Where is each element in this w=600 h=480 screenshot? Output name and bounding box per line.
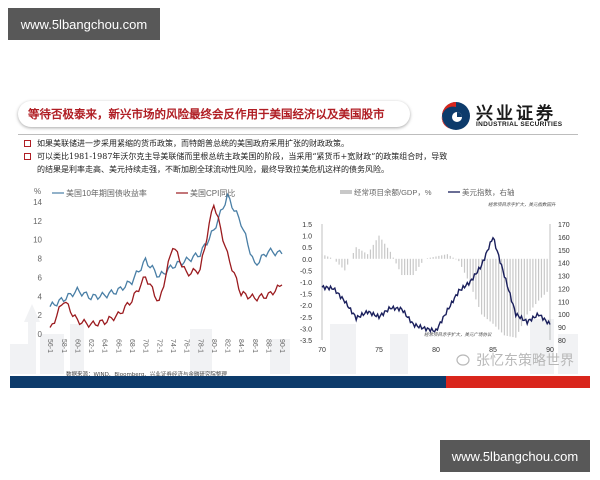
watermark-text: www.5lbangchou.com (451, 448, 579, 464)
svg-text:64-1: 64-1 (101, 339, 108, 353)
svg-text:70: 70 (318, 347, 326, 354)
svg-text:60-1: 60-1 (73, 339, 80, 353)
svg-text:86-1: 86-1 (251, 339, 258, 353)
line-treasury-yield (49, 192, 283, 307)
svg-text:130: 130 (558, 274, 570, 281)
svg-text:0.5: 0.5 (302, 245, 312, 252)
svg-text:160: 160 (558, 235, 570, 242)
company-logo: 兴业证券 INDUSTRIAL SECURITIES (440, 97, 580, 135)
wechat-watermark-text: 张忆东策略世界 (476, 353, 574, 369)
svg-text:-1.0: -1.0 (300, 280, 312, 287)
svg-text:12: 12 (33, 217, 42, 226)
svg-text:1.5: 1.5 (302, 222, 312, 229)
bullet-item: 如果美联储进一步采用紧缩的货币政策，而特朗普总统的美国政府采用扩张的财政政策。 (24, 137, 584, 150)
svg-text:-0.5: -0.5 (300, 268, 312, 275)
svg-text:90: 90 (558, 325, 566, 332)
line-dollar-index (321, 236, 551, 334)
data-source: 数据来源：WIND、Bloomberg、兴业证券经济与金融研究院整理 (66, 372, 227, 378)
y-axis-ticks: 0 2 4 6 8 10 12 14 (33, 198, 42, 339)
svg-text:1.0: 1.0 (302, 234, 312, 241)
logo-swirl-icon (441, 102, 470, 130)
svg-text:-3.0: -3.0 (300, 326, 312, 333)
line-cpi-yoy (49, 203, 283, 329)
svg-text:82-1: 82-1 (224, 339, 231, 353)
wechat-watermark: 张忆东策略世界 (456, 350, 574, 370)
svg-text:68-1: 68-1 (128, 339, 135, 353)
bars-current-account (321, 235, 548, 338)
logo-text-cn: 兴业证券 (476, 104, 556, 124)
watermark-bottom: www.5lbangchou.com (440, 440, 590, 472)
svg-text:100: 100 (558, 312, 570, 319)
bullet-list: 如果美联储进一步采用紧缩的货币政策，而特朗普总统的美国政府采用扩张的财政政策。 … (24, 137, 584, 176)
svg-text:110: 110 (558, 299, 569, 306)
svg-text:14: 14 (33, 198, 42, 207)
svg-text:58-1: 58-1 (60, 339, 67, 353)
x-axis-ticks: 56-1 58-1 60-1 62-1 64-1 66-1 68-1 70-1 72-1 74-1… (46, 339, 285, 353)
svg-text:-3.5: -3.5 (300, 338, 312, 345)
svg-text:-1.5: -1.5 (300, 292, 312, 299)
bullet-item: 可以类比1981-1987年沃尔克主导美联储而里根总统主政美国的阶段，当采用“紧… (24, 150, 584, 163)
svg-text:90: 90 (546, 347, 554, 354)
bullet-continuation: 的结果是利率走高、美元持续走强，不断加剧全球流动性风险，最终导致拉美危机这样的债… (37, 165, 389, 174)
svg-text:90-1: 90-1 (278, 339, 285, 353)
chart-current-account-dollar: 经常项目余额/GDP，% 美元指数，右轴 经常项目赤字扩大，美元指数回升 经常项… (300, 187, 570, 354)
svg-text:80: 80 (558, 338, 566, 345)
svg-text:70-1: 70-1 (142, 339, 149, 353)
wechat-icon (456, 354, 470, 366)
svg-text:78-1: 78-1 (196, 339, 203, 353)
svg-text:-2.0: -2.0 (300, 303, 312, 310)
svg-text:6: 6 (38, 273, 43, 282)
legend-current-account: 经常项目余额/GDP，% (354, 187, 432, 197)
legend-cpi: 美国CPI同比 (190, 188, 235, 198)
left-axis-ticks: 1.5 1.0 0.5 0.0 -0.5 -1.0 -1.5 -2.0 -2.5 -3.0 -3.5 (300, 222, 323, 345)
svg-text:74-1: 74-1 (169, 339, 176, 353)
svg-text:56-1: 56-1 (46, 339, 53, 353)
chart-treasury-cpi: % 美国10年期国债收益率 美国CPI同比 0 2 4 6 8 10 12 14 56-1 58… (33, 187, 285, 353)
svg-text:10: 10 (33, 236, 42, 245)
svg-text:-2.5: -2.5 (300, 315, 312, 322)
svg-text:8: 8 (38, 255, 43, 264)
svg-text:88-1: 88-1 (265, 339, 272, 353)
slide-title-pill: 等待否极泰来，新兴市场的风险最终会反作用于美国经济以及美国股市 (18, 101, 410, 127)
svg-text:75: 75 (375, 347, 383, 354)
svg-text:4: 4 (38, 292, 43, 301)
square-bullet-icon (24, 153, 31, 160)
svg-text:76-1: 76-1 (183, 339, 190, 353)
x-axis-ticks: 70 75 80 85 90 (318, 347, 554, 354)
watermark-top: www.5lbangchou.com (8, 8, 160, 40)
svg-text:80: 80 (432, 347, 440, 354)
right-axis-ticks: 170 160 150 140 130 120 110 100 90 80 (549, 222, 570, 345)
legend-swatch-bar (340, 190, 352, 194)
slide-title: 等待否极泰来，新兴市场的风险最终会反作用于美国经济以及美国股市 (28, 107, 385, 121)
svg-text:66-1: 66-1 (114, 339, 121, 353)
svg-text:0.0: 0.0 (302, 257, 312, 264)
slide: 等待否极泰来，新兴市场的风险最终会反作用于美国经济以及美国股市 兴业证券 IND… (10, 92, 590, 388)
legend-dollar-index: 美元指数，右轴 (462, 187, 515, 197)
bullet-text: 如果美联储进一步采用紧缩的货币政策，而特朗普总统的美国政府采用扩张的财政政策。 (37, 139, 349, 148)
svg-text:140: 140 (558, 261, 570, 268)
svg-text:85: 85 (489, 347, 497, 354)
annotation-bottom: 经常项目赤字扩大，美元广场协议 (424, 332, 492, 337)
svg-text:120: 120 (558, 286, 570, 293)
svg-text:72-1: 72-1 (155, 339, 162, 353)
logo-text-en: INDUSTRIAL SECURITIES (476, 121, 563, 128)
svg-text:170: 170 (558, 222, 570, 229)
watermark-text: www.5lbangchou.com (20, 16, 148, 32)
footer-bar-blue (10, 376, 446, 388)
skyline-decoration (10, 304, 578, 374)
y-unit-label: % (34, 187, 41, 196)
annotation-top: 经常项目赤字扩大，美元指数回升 (488, 202, 556, 207)
legend-treasury: 美国10年期国债收益率 (66, 188, 147, 198)
svg-text:0: 0 (38, 330, 43, 339)
svg-text:80-1: 80-1 (210, 339, 217, 353)
divider (18, 134, 578, 135)
svg-text:62-1: 62-1 (87, 339, 94, 353)
svg-text:2: 2 (38, 311, 43, 320)
footer-bar-red (446, 376, 590, 388)
svg-text:150: 150 (558, 248, 570, 255)
svg-text:84-1: 84-1 (237, 339, 244, 353)
square-bullet-icon (24, 140, 31, 147)
bullet-text: 可以类比1981-1987年沃尔克主导美联储而里根总统主政美国的阶段，当采用“紧… (37, 152, 448, 161)
